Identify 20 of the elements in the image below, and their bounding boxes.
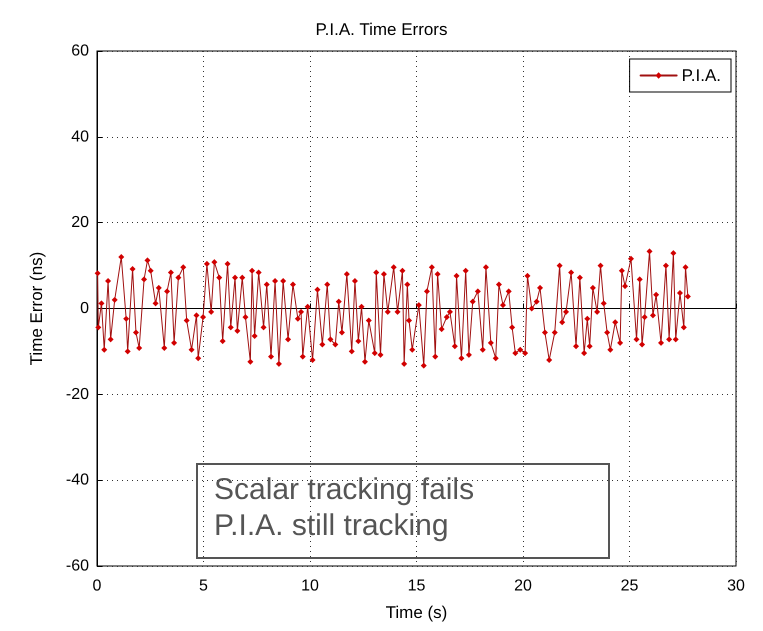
x-tick-label: 20 — [514, 578, 532, 594]
y-tick-label: 0 — [80, 300, 90, 317]
y-tick-label: -20 — [66, 386, 90, 403]
y-tick-label: 60 — [71, 42, 90, 60]
y-tick-label: 40 — [71, 128, 90, 146]
annotation: Scalar tracking fails — [214, 472, 474, 508]
x-tick-label: 5 — [199, 578, 208, 594]
y-axis-title: Time Error (ns) — [27, 252, 46, 366]
chart-title: P.I.A. Time Errors — [316, 20, 448, 39]
legend-label: P.I.A. — [682, 66, 722, 85]
y-tick-label: -60 — [66, 558, 90, 574]
x-tick-label: 25 — [620, 578, 638, 594]
x-tick-label: 10 — [301, 578, 319, 594]
annotation: P.I.A. still tracking — [214, 508, 450, 544]
x-tick-label: 15 — [408, 578, 426, 594]
x-tick-label: 0 — [92, 578, 102, 594]
x-axis-title: Time (s) — [386, 603, 448, 622]
x-tick-label: 30 — [727, 578, 745, 594]
y-tick-label: 20 — [71, 214, 90, 232]
y-tick-label: -40 — [66, 472, 90, 489]
